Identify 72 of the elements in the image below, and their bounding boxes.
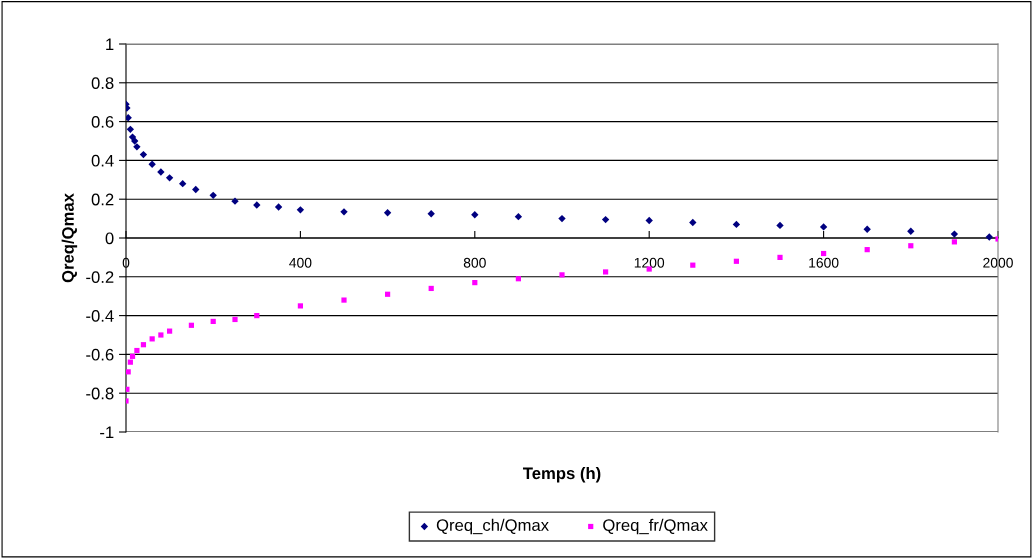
point <box>515 276 521 282</box>
point <box>179 180 187 188</box>
point <box>167 328 173 334</box>
point <box>559 272 565 278</box>
point <box>274 203 283 211</box>
x-tick-label: 800 <box>463 257 486 268</box>
point <box>428 285 434 292</box>
point <box>951 239 957 245</box>
y-tick-label: -0.4 <box>86 310 114 322</box>
point <box>777 254 783 260</box>
point <box>819 223 828 231</box>
point <box>158 332 164 338</box>
point <box>126 369 131 375</box>
point <box>821 250 827 257</box>
point <box>385 291 391 297</box>
y-axis-title: Qreq/Qmax <box>61 193 78 283</box>
point <box>471 211 479 219</box>
point <box>149 336 155 342</box>
x-axis-title: Temps (h) <box>522 466 601 483</box>
y-tick-label: -0.8 <box>86 387 114 400</box>
point <box>296 206 305 214</box>
point <box>907 227 915 235</box>
point <box>126 114 132 122</box>
point <box>383 209 392 217</box>
point <box>134 347 140 354</box>
legend-label: Qreq_ch/Qmax <box>436 518 549 535</box>
y-tick-label: -1 <box>100 426 114 439</box>
y-tick-label: 0.4 <box>91 154 114 167</box>
y-tick-label: 1 <box>106 38 114 51</box>
point <box>341 297 347 303</box>
point <box>908 243 914 249</box>
point <box>129 353 136 359</box>
x-tick-label: 2000 <box>983 257 1013 268</box>
point <box>297 303 303 309</box>
point <box>427 210 435 218</box>
point <box>126 125 135 134</box>
legend-label: Qreq_fr/Qmax <box>603 518 708 535</box>
point <box>139 150 148 159</box>
point <box>732 220 741 229</box>
point <box>128 133 137 141</box>
point <box>776 221 784 230</box>
point <box>148 160 156 168</box>
x-tick-label: 1600 <box>809 257 839 268</box>
y-tick-label: 0 <box>105 232 114 245</box>
y-tick-label: -0.6 <box>86 348 114 361</box>
point <box>140 342 147 348</box>
point <box>864 247 870 253</box>
point <box>690 262 696 268</box>
point <box>232 316 238 323</box>
point <box>165 174 174 182</box>
point <box>188 322 194 328</box>
y-tick-label: 0.8 <box>91 77 114 89</box>
point <box>863 225 871 233</box>
point <box>209 191 217 199</box>
point <box>558 214 566 223</box>
point <box>601 215 610 224</box>
point <box>127 359 133 365</box>
y-tick-label: 0.6 <box>91 116 114 128</box>
point <box>514 212 523 221</box>
point <box>733 258 739 264</box>
y-tick-label: -0.2 <box>86 271 114 283</box>
y-tick-label: 0.2 <box>91 193 114 206</box>
x-tick-label: 400 <box>289 257 312 268</box>
x-tick-label: 1200 <box>634 257 665 268</box>
point <box>210 318 216 325</box>
point <box>254 313 260 319</box>
point <box>603 269 609 275</box>
point <box>689 218 697 227</box>
point <box>645 216 653 225</box>
point <box>192 185 200 194</box>
point <box>950 230 959 238</box>
point <box>472 280 478 286</box>
